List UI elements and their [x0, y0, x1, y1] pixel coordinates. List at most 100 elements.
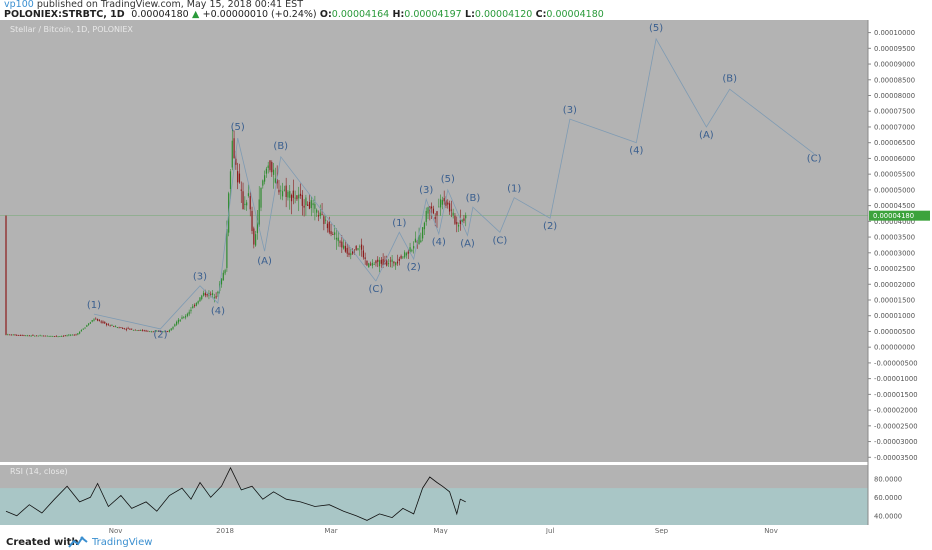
candle-body	[17, 334, 20, 336]
candle-body	[389, 260, 391, 262]
candle-body	[102, 321, 104, 324]
tradingview-brand[interactable]: TradingView	[92, 537, 153, 548]
candle-body	[59, 336, 61, 337]
main-pane-bg	[0, 20, 868, 462]
candle-body	[337, 237, 339, 242]
candle-body	[206, 293, 208, 296]
candle-body	[19, 335, 21, 336]
x-tick-label: Mar	[324, 527, 337, 534]
candle-body	[105, 323, 108, 325]
last-price-tag	[869, 210, 930, 221]
wave-label: (A)	[699, 130, 714, 141]
candle-body	[114, 326, 117, 327]
candle-body	[122, 327, 124, 329]
candle-body	[98, 320, 100, 322]
wave-label: (C)	[492, 235, 507, 246]
candle-body	[134, 329, 136, 331]
wave-label: (3)	[419, 185, 433, 196]
x-tick-label: May	[433, 527, 447, 534]
candle-body	[201, 295, 203, 300]
candle-body	[289, 191, 291, 198]
y-tick-label: 0.00007000	[874, 123, 915, 131]
candle-body	[339, 241, 341, 243]
wave-label: (4)	[432, 237, 446, 248]
candle-body	[226, 229, 228, 268]
candle-body	[55, 335, 57, 337]
candle-body	[303, 205, 305, 208]
candle-body	[7, 334, 9, 336]
candle-body	[310, 200, 312, 208]
author-name[interactable]: vp100	[4, 0, 34, 10]
candle-body	[89, 322, 92, 324]
candle-body	[43, 335, 45, 337]
candle-body	[371, 262, 373, 266]
candle-body	[447, 202, 449, 205]
candle-body	[141, 330, 144, 331]
candle-body	[118, 327, 120, 329]
candle-body	[414, 238, 417, 243]
candle-body	[400, 255, 402, 259]
candle-body	[64, 335, 66, 337]
wave-label: (5)	[231, 122, 245, 133]
y-tick-label: 0.00010000	[874, 29, 915, 37]
candle-body	[301, 194, 303, 206]
candle-body	[23, 335, 25, 336]
candle-body	[452, 212, 454, 216]
candle-body	[235, 158, 237, 165]
candle-body	[129, 328, 131, 330]
x-tick-label: 2018	[216, 527, 234, 534]
candle-body	[439, 199, 442, 208]
y-tick-label: 0.00004500	[874, 202, 915, 210]
y-tick-label: 0.00003000	[874, 249, 915, 257]
tradingview-logo-icon[interactable]	[68, 536, 88, 548]
candle-body	[359, 246, 361, 248]
candle-body	[192, 306, 194, 309]
candle-body	[34, 335, 36, 337]
candle-body	[68, 334, 70, 336]
candle-body	[213, 297, 215, 298]
candle-body	[75, 334, 77, 336]
wave-label: (B)	[722, 73, 737, 84]
candle-body	[260, 187, 262, 208]
candle-body	[251, 210, 253, 231]
candle-body	[274, 178, 276, 183]
candle-body	[211, 293, 214, 296]
candle-body	[229, 171, 232, 189]
candle-body	[199, 297, 201, 302]
rsi-y-tick-label: 60.0000	[874, 494, 902, 502]
candle-body	[334, 232, 336, 235]
x-tick-label: Sep	[655, 527, 669, 534]
candle-body	[393, 261, 395, 264]
close-value: 0.00004180	[546, 9, 604, 20]
candle-body	[321, 213, 323, 215]
candle-body	[378, 260, 381, 267]
candle-body	[96, 318, 99, 321]
candle-body	[465, 215, 467, 219]
candle-body	[224, 270, 226, 274]
candle-body	[391, 259, 393, 262]
elliott-wave-path	[375, 37, 815, 282]
candle-body	[10, 334, 12, 336]
candle-body	[167, 331, 169, 333]
candle-body	[294, 197, 296, 199]
y-tick-label: 0.00003500	[874, 234, 915, 242]
footer: Created with TradingView	[0, 534, 932, 550]
candle-body	[143, 330, 145, 332]
wave-label: (4)	[211, 306, 225, 317]
candle-body	[154, 331, 156, 332]
y-tick-label: 0.00000500	[874, 328, 915, 336]
candle-body	[287, 191, 289, 198]
open-value: 0.00004164	[331, 9, 390, 20]
candle-body	[457, 225, 460, 227]
candle-body	[448, 203, 451, 212]
candle-body	[368, 263, 370, 268]
y-tick-label: 0.00008500	[874, 76, 915, 84]
candle-body	[441, 200, 443, 205]
candle-body	[420, 240, 422, 243]
chart-area[interactable]: Stellar / Bitcoin, 1D, POLONIEX RSI (14, …	[0, 0, 932, 534]
candle-body	[145, 330, 147, 332]
candle-body	[438, 206, 440, 208]
time-axis-bg	[0, 525, 868, 534]
candle-body	[247, 193, 250, 196]
y-tick-label: 0.00009000	[874, 61, 915, 69]
